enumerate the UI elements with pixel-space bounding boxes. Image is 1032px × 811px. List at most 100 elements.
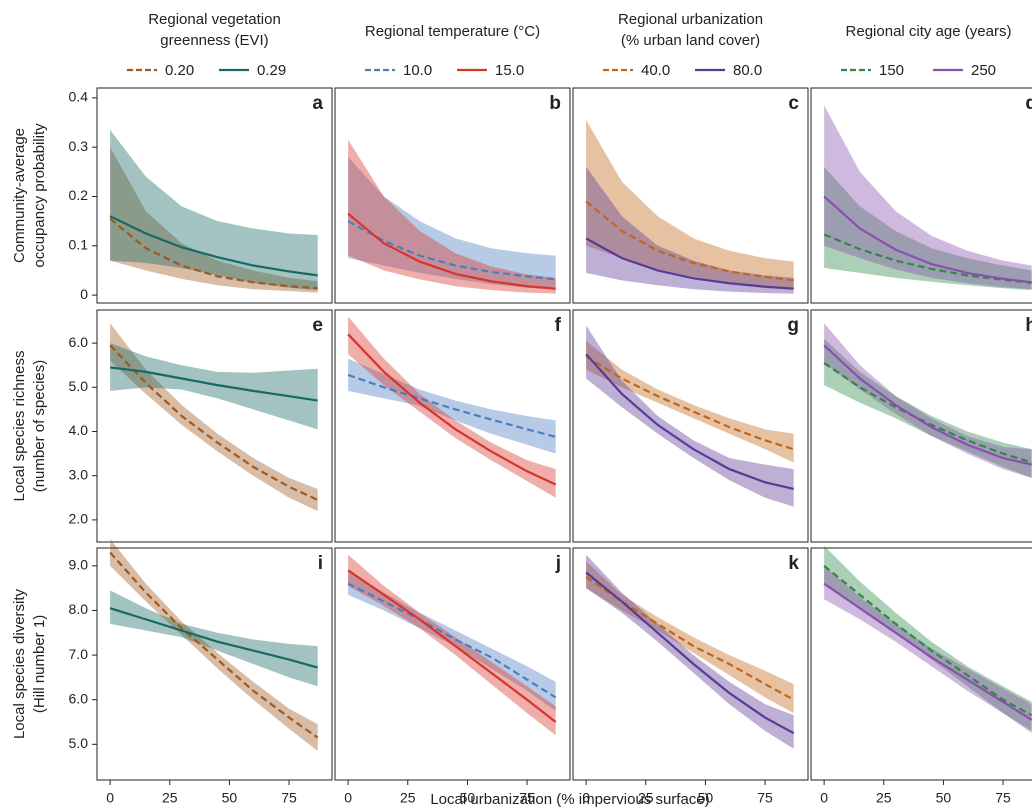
confidence-band bbox=[110, 539, 318, 751]
y-tick-label: 5.0 bbox=[69, 378, 89, 394]
trend-line bbox=[347, 582, 557, 699]
x-tick-label: 50 bbox=[936, 790, 952, 806]
x-tick-label: 25 bbox=[400, 790, 416, 806]
x-tick-label: 50 bbox=[222, 790, 238, 806]
confidence-band bbox=[586, 120, 794, 289]
panel-frame bbox=[334, 309, 571, 543]
y-tick-label: 6.0 bbox=[69, 690, 89, 706]
confidence-band bbox=[348, 139, 556, 294]
confidence-band bbox=[586, 561, 794, 714]
panel-frame bbox=[96, 87, 333, 304]
y-tick-label: 9.0 bbox=[69, 557, 89, 573]
confidence-band bbox=[586, 340, 794, 463]
confidence-band bbox=[110, 129, 318, 291]
trend-line bbox=[823, 233, 1032, 284]
trend-line bbox=[585, 200, 794, 282]
panel-letter: d bbox=[1025, 93, 1032, 114]
column-title: Regional urbanization bbox=[618, 11, 763, 28]
y-tick-label: 8.0 bbox=[69, 601, 89, 617]
confidence-band bbox=[110, 590, 318, 687]
y-axis-label: occupancy probability bbox=[31, 123, 48, 268]
confidence-band bbox=[586, 166, 794, 294]
panel-letter: a bbox=[312, 93, 323, 114]
panel-frame bbox=[572, 547, 809, 781]
confidence-band bbox=[824, 338, 1032, 478]
x-tick-label: 75 bbox=[281, 790, 297, 806]
trend-line bbox=[585, 576, 795, 701]
x-tick-label: 25 bbox=[876, 790, 892, 806]
legend-label: 0.20 bbox=[165, 62, 194, 79]
x-tick-label: 0 bbox=[582, 790, 590, 806]
x-tick-label: 0 bbox=[820, 790, 828, 806]
trend-line bbox=[109, 344, 319, 502]
panel-frame bbox=[572, 87, 809, 304]
panel-letter: e bbox=[312, 315, 323, 336]
confidence-band bbox=[110, 343, 318, 430]
legend-label: 40.0 bbox=[641, 62, 670, 79]
x-tick-label: 25 bbox=[638, 790, 654, 806]
x-tick-label: 50 bbox=[698, 790, 714, 806]
trend-line bbox=[585, 571, 795, 735]
panel-letter: c bbox=[788, 93, 799, 114]
trend-line bbox=[347, 333, 557, 486]
x-tick-label: 75 bbox=[995, 790, 1011, 806]
x-tick-label: 25 bbox=[162, 790, 178, 806]
y-tick-label: 6.0 bbox=[69, 334, 89, 350]
trend-line bbox=[823, 362, 1032, 464]
column-title: Regional temperature (°C) bbox=[365, 23, 540, 40]
confidence-band bbox=[348, 316, 556, 498]
panel-letter: j bbox=[555, 553, 561, 574]
y-tick-label: 2.0 bbox=[69, 511, 89, 527]
confidence-band bbox=[110, 323, 318, 512]
x-tick-label: 0 bbox=[106, 790, 114, 806]
panel-letter: k bbox=[788, 553, 799, 574]
panel-letter: h bbox=[1025, 315, 1032, 336]
panel-letter: b bbox=[549, 93, 561, 114]
panel-frame bbox=[334, 87, 571, 304]
confidence-band bbox=[348, 157, 556, 290]
panel-frame bbox=[334, 547, 571, 781]
trend-line bbox=[585, 353, 794, 491]
y-axis-label: Community-average bbox=[11, 128, 28, 263]
panel-letter: i bbox=[318, 553, 323, 574]
panel-frame bbox=[810, 547, 1032, 781]
panel-frame bbox=[810, 309, 1032, 543]
y-axis-label: Local species richness bbox=[11, 351, 28, 502]
panel-frame bbox=[810, 87, 1032, 304]
column-title: Regional city age (years) bbox=[846, 23, 1012, 40]
trend-line bbox=[823, 344, 1032, 466]
trend-line bbox=[109, 215, 318, 277]
trend-line bbox=[823, 564, 1032, 717]
y-axis-label: (Hill number 1) bbox=[31, 615, 48, 713]
trend-line bbox=[347, 373, 556, 438]
confidence-band bbox=[824, 565, 1032, 734]
trend-line bbox=[109, 551, 319, 739]
confidence-band bbox=[824, 545, 1032, 731]
y-tick-label: 4.0 bbox=[69, 422, 89, 438]
confidence-band bbox=[586, 325, 794, 507]
confidence-band bbox=[824, 166, 1032, 291]
y-tick-label: 0.1 bbox=[69, 237, 89, 253]
confidence-band bbox=[348, 358, 556, 454]
trend-line bbox=[585, 237, 794, 290]
trend-line bbox=[823, 195, 1032, 284]
legend-label: 0.29 bbox=[257, 62, 286, 79]
y-tick-label: 0 bbox=[80, 286, 88, 302]
panel-letter: g bbox=[787, 315, 799, 336]
y-tick-label: 0.3 bbox=[69, 138, 89, 154]
panel-frame bbox=[96, 309, 333, 543]
trend-line bbox=[109, 607, 318, 669]
trend-line bbox=[823, 582, 1032, 721]
panel-letter: f bbox=[555, 315, 562, 336]
x-tick-label: 50 bbox=[460, 790, 476, 806]
confidence-band bbox=[348, 554, 556, 736]
confidence-band bbox=[586, 554, 794, 749]
y-tick-label: 5.0 bbox=[69, 735, 89, 751]
column-title: (% urban land cover) bbox=[621, 32, 760, 49]
legend-label: 80.0 bbox=[733, 62, 762, 79]
trend-line bbox=[109, 217, 318, 290]
confidence-band bbox=[824, 323, 1032, 478]
y-tick-label: 3.0 bbox=[69, 466, 89, 482]
trend-line bbox=[347, 220, 556, 281]
confidence-band bbox=[110, 147, 318, 293]
